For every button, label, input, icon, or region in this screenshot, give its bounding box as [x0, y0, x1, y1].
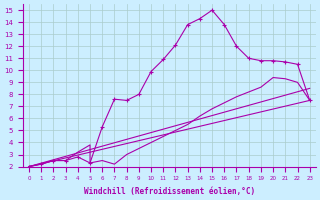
X-axis label: Windchill (Refroidissement éolien,°C): Windchill (Refroidissement éolien,°C) [84, 187, 255, 196]
